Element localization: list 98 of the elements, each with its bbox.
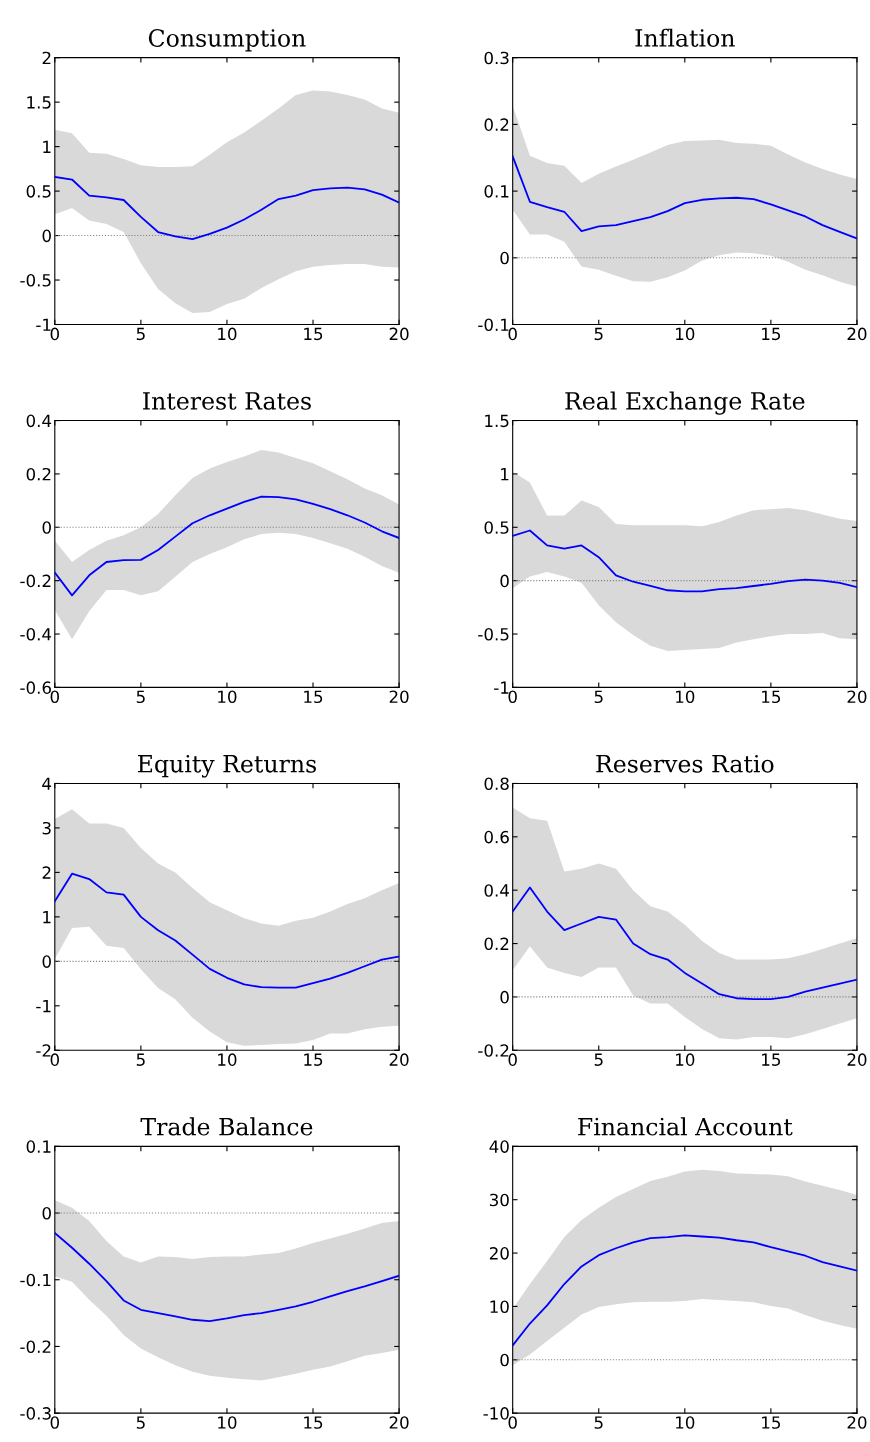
y-tick-label: -0.4	[20, 627, 52, 641]
y-tick-label: 0	[42, 955, 51, 968]
x-tick-label: 5	[594, 1416, 603, 1429]
x-tick-label: 5	[136, 1053, 145, 1066]
y-tick-label: 0	[500, 574, 509, 588]
line-series	[512, 1234, 857, 1347]
y-tick-label: -0.2	[20, 574, 51, 588]
y-tick-label: 1	[43, 140, 51, 153]
x-tick-label: 10	[218, 327, 237, 341]
x-tick-label: 0	[508, 1416, 517, 1429]
chart-title: Inflation	[635, 28, 735, 47]
y-tick-label: 1	[43, 911, 51, 924]
x-tick-label: 5	[594, 690, 603, 704]
line-series	[512, 529, 857, 593]
y-tick-label: -0.1	[20, 1273, 51, 1287]
y-tick-label: -2	[36, 1044, 51, 1057]
y-tick-label: 0.1	[484, 185, 509, 198]
x-tick-label: 10	[676, 1053, 695, 1066]
x-tick-label: 15	[762, 1416, 781, 1429]
line-series	[54, 175, 400, 241]
chart-title: Consumption	[148, 29, 306, 52]
x-tick-label: 10	[676, 690, 695, 704]
x-tick-label: 10	[218, 1416, 237, 1429]
x-tick-label: 10	[218, 1053, 237, 1066]
line-series	[512, 155, 857, 240]
y-tick-label: 0.8	[484, 777, 509, 791]
x-tick-label: 10	[218, 690, 237, 704]
y-tick-label: 0.4	[26, 414, 52, 428]
y-tick-label: -0.1	[478, 318, 509, 332]
y-tick-label: 0.4	[484, 884, 509, 897]
y-tick-label: 1	[501, 468, 509, 481]
y-tick-label: -10	[483, 1407, 509, 1420]
x-tick-label: 5	[594, 1053, 603, 1066]
line-series	[512, 886, 857, 1000]
y-tick-label: 30	[489, 1193, 509, 1207]
x-tick-label: 5	[594, 327, 603, 341]
y-tick-label: -1	[494, 681, 509, 694]
y-tick-label: 4	[42, 777, 52, 790]
y-tick-label: 3	[42, 821, 51, 835]
line-series	[54, 495, 400, 597]
y-tick-label: -0.2	[478, 1044, 509, 1057]
x-tick-label: 5	[136, 327, 145, 341]
y-tick-label: 0.2	[484, 937, 509, 951]
x-tick-label: 20	[389, 1053, 409, 1066]
x-tick-label: 5	[136, 1416, 145, 1429]
y-tick-label: 0	[42, 229, 51, 243]
x-tick-label: 20	[389, 327, 409, 341]
y-tick-label: -0.5	[478, 627, 509, 641]
y-tick-label: -0.2	[20, 1340, 51, 1354]
y-tick-label: 0	[500, 251, 509, 265]
x-tick-label: 20	[847, 690, 867, 704]
x-tick-label: 10	[676, 327, 695, 341]
y-tick-label: 0.5	[26, 185, 51, 198]
line-series	[54, 1232, 400, 1323]
x-tick-label: 20	[847, 1416, 867, 1429]
x-tick-label: 15	[304, 690, 323, 704]
x-tick-label: 20	[847, 327, 867, 341]
y-tick-label: -1	[36, 318, 51, 331]
y-tick-label: 0	[500, 990, 509, 1004]
y-tick-label: 0.5	[484, 521, 509, 534]
y-tick-label: 2	[42, 866, 51, 879]
y-tick-label: 0	[500, 1353, 509, 1367]
x-tick-label: 15	[304, 327, 323, 341]
chart-title: Reserves Ratio	[596, 754, 774, 773]
x-tick-label: 0	[508, 1053, 517, 1066]
y-tick-label: -1	[36, 999, 51, 1013]
y-tick-label: 0.2	[484, 118, 509, 131]
x-tick-label: 15	[762, 1053, 781, 1066]
y-tick-label: 2	[42, 51, 51, 65]
line-series	[54, 872, 400, 989]
y-tick-label: 0.2	[26, 467, 51, 481]
x-tick-label: 15	[304, 1416, 323, 1429]
x-tick-label: 20	[389, 1416, 409, 1429]
y-tick-label: 0	[42, 521, 51, 534]
chart-title: Equity Returns	[138, 754, 316, 778]
x-tick-label: 15	[304, 1053, 323, 1066]
y-tick-label: 1.5	[485, 414, 509, 428]
x-tick-label: 20	[847, 1053, 867, 1066]
y-tick-label: 0.3	[484, 51, 509, 65]
y-tick-label: 0	[42, 1207, 51, 1220]
y-tick-label: 0.1	[26, 1140, 51, 1153]
y-tick-label: -0.5	[20, 274, 51, 287]
chart-title: Real Exchange Rate	[565, 391, 805, 415]
y-tick-label: 20	[489, 1247, 509, 1260]
y-tick-label: 0.6	[484, 830, 509, 844]
x-tick-label: 20	[389, 690, 409, 704]
x-tick-label: 10	[676, 1416, 695, 1429]
y-tick-label: 1.5	[27, 96, 51, 109]
chart-title: Financial Account	[578, 1117, 793, 1136]
x-tick-label: 15	[762, 690, 781, 704]
y-tick-label: 40	[489, 1140, 509, 1153]
chart-title: Interest Rates	[143, 392, 311, 410]
chart-title: Trade Balance	[140, 1117, 313, 1136]
x-tick-label: 15	[762, 327, 781, 341]
x-tick-label: 5	[136, 690, 145, 704]
y-tick-label: 10	[490, 1300, 509, 1313]
y-tick-label: -0.3	[20, 1407, 51, 1420]
y-tick-label: -0.6	[20, 681, 51, 694]
